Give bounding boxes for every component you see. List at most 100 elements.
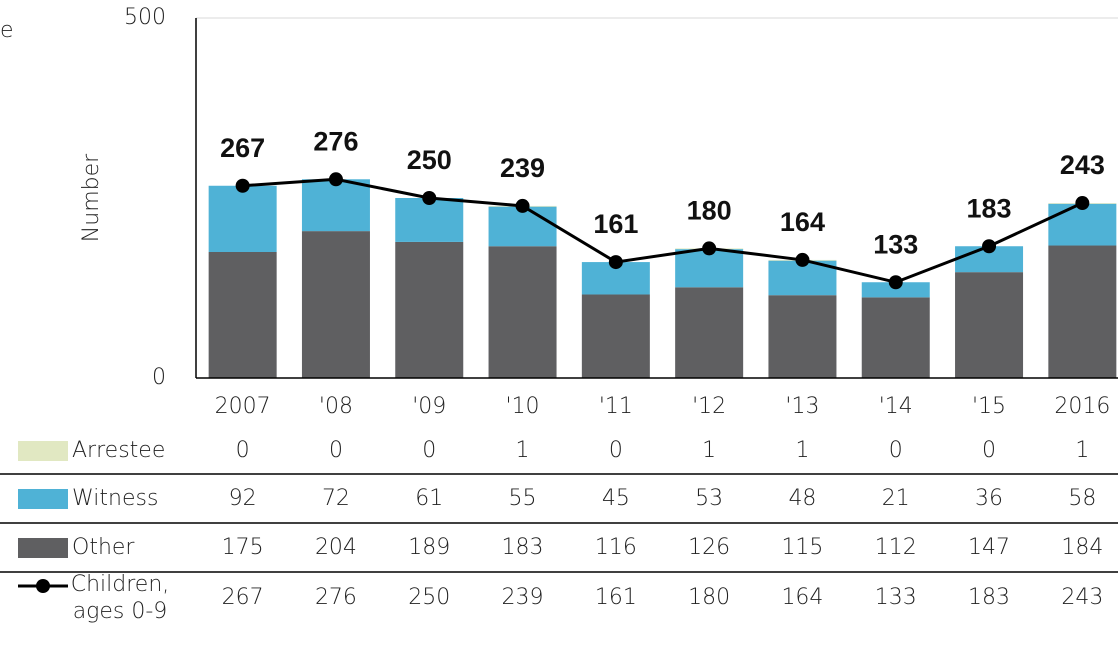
data-label: 239 (500, 153, 545, 183)
bar-segment (675, 287, 744, 378)
data-label: 133 (873, 229, 918, 259)
y-axis-label: Number (79, 153, 104, 242)
table-cell: 58 (1068, 486, 1096, 511)
line (242, 177, 1083, 284)
x-tick-label: '13 (785, 394, 819, 419)
table-cell: 92 (229, 486, 257, 511)
x-tick-label: '09 (412, 394, 446, 419)
bar-segment (208, 252, 277, 378)
chart-title: e (0, 18, 14, 43)
x-tick-label: '12 (692, 394, 726, 419)
table-cell: 1 (795, 438, 809, 463)
x-tick-label: '11 (599, 394, 633, 419)
table-cell: 243 (1061, 585, 1103, 610)
table-cell: 21 (882, 486, 910, 511)
data-label: 276 (313, 126, 358, 156)
data-label: 243 (1060, 150, 1105, 180)
data-label: 250 (407, 145, 452, 175)
y-tick-label: 500 (124, 5, 166, 30)
table-cell: 115 (781, 535, 823, 560)
bar-segment (861, 297, 930, 378)
line-marker (235, 178, 250, 193)
legend-label: Other (72, 535, 135, 560)
line-marker (328, 172, 343, 187)
legend-label-box: Children, ages 0-9 (70, 572, 170, 624)
table-cell: 180 (688, 585, 730, 610)
table-cell: 72 (322, 486, 350, 511)
table-cell: 1 (1075, 438, 1089, 463)
line-marker (515, 198, 530, 213)
table-cell: 0 (889, 438, 903, 463)
bar-segment (955, 272, 1024, 378)
table-cell: 116 (595, 535, 637, 560)
data-label: 180 (687, 196, 732, 226)
x-tick-label: '10 (506, 394, 540, 419)
bar-segment (488, 246, 557, 378)
data-label: 183 (967, 193, 1012, 223)
x-tick-label: '14 (879, 394, 913, 419)
data-label: 161 (593, 209, 638, 239)
table-cell: 53 (695, 486, 723, 511)
bar-segment (301, 179, 370, 232)
data-label: 164 (780, 207, 825, 237)
table-cell: 0 (236, 438, 250, 463)
bar-segment (675, 249, 744, 288)
table-cell: 1 (516, 438, 530, 463)
bar-segment (861, 282, 930, 298)
x-tick-label: 2016 (1054, 394, 1110, 419)
bar-segment (1048, 203, 1117, 246)
table-cell: 0 (609, 438, 623, 463)
table-cell: 45 (602, 486, 630, 511)
legend-marker (36, 579, 50, 593)
bar-segment (488, 206, 557, 247)
x-tick-label: '08 (319, 394, 353, 419)
table-cell: 55 (509, 486, 537, 511)
table-cell: 112 (875, 535, 917, 560)
x-tick-label: '15 (972, 394, 1006, 419)
legend-swatch (18, 538, 68, 558)
bar-segment (395, 198, 464, 242)
table-cell: 133 (875, 585, 917, 610)
table-cell: 48 (788, 486, 816, 511)
table-cell: 1 (702, 438, 716, 463)
table-cell: 183 (502, 535, 544, 560)
y-tick-label: 0 (152, 365, 166, 390)
legend-swatch (18, 489, 68, 509)
line-marker (888, 275, 903, 290)
table-cell: 126 (688, 535, 730, 560)
bar-segment (768, 295, 837, 378)
line-marker (702, 241, 717, 256)
line-marker (422, 191, 437, 205)
legend-swatch (18, 441, 68, 461)
line-marker (982, 239, 997, 254)
line-marker (795, 252, 810, 267)
line-marker (1075, 196, 1090, 211)
bar-segment (581, 294, 650, 378)
line-marker (608, 255, 623, 270)
legend-label: Arrestee (72, 438, 165, 463)
table-cell: 147 (968, 535, 1010, 560)
table-cell: 204 (315, 535, 357, 560)
table-cell: 0 (422, 438, 436, 463)
table-cell: 183 (968, 585, 1010, 610)
table-cell: 164 (781, 585, 823, 610)
table-cell: 239 (502, 585, 544, 610)
data-label: 267 (220, 133, 265, 163)
legend-label: Witness (72, 486, 158, 511)
table-cell: 184 (1061, 535, 1103, 560)
x-tick-label: 2007 (215, 394, 271, 419)
table-cell: 161 (595, 585, 637, 610)
bar-segment (301, 231, 370, 378)
table-cell: 250 (408, 585, 450, 610)
legend-label: Children, ages 0-9 (70, 572, 170, 624)
bar-segment (1048, 245, 1117, 378)
table-cell: 0 (982, 438, 996, 463)
bar-segment (208, 185, 277, 252)
table-cell: 276 (315, 585, 357, 610)
table-cell: 61 (415, 486, 443, 511)
table-cell: 36 (975, 486, 1003, 511)
bar-segment (395, 241, 464, 378)
table-cell: 267 (222, 585, 264, 610)
table-cell: 0 (329, 438, 343, 463)
